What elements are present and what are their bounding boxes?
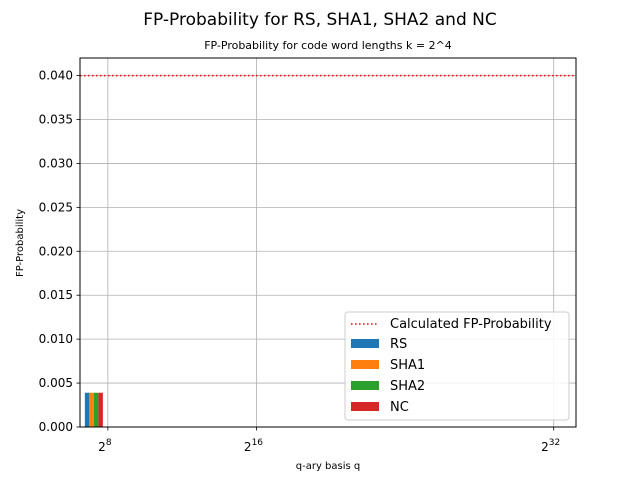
- legend-swatch-nc: [351, 402, 379, 411]
- bar-sha1: [89, 392, 94, 427]
- legend-swatch-sha2: [351, 381, 379, 390]
- y-tick-label: 0.000: [39, 420, 73, 434]
- legend-box: [344, 311, 570, 421]
- plot-frame: [79, 57, 577, 428]
- chart-subtitle: FP-Probability for code word lengths k =…: [204, 39, 452, 52]
- x-axis-ticks: 28 216 232: [98, 427, 560, 454]
- chart-title: FP-Probability for RS, SHA1, SHA2 and NC: [143, 10, 496, 30]
- legend-swatch-sha1: [351, 360, 379, 369]
- y-tick-label: 0.035: [39, 113, 73, 127]
- y-axis-ticks: 0.000 0.005 0.010 0.015 0.020 0.025 0.030 0.035…: [39, 69, 80, 434]
- x-tick-label: 232: [541, 438, 560, 454]
- y-tick-label: 0.005: [39, 376, 73, 390]
- legend: Calculated FP-Probability RS SHA1 SHA2 NC: [344, 311, 570, 421]
- bar-nc: [98, 392, 103, 427]
- legend-label-sha2: SHA2: [390, 379, 425, 394]
- x-axis-label: q-ary basis q: [296, 461, 361, 472]
- y-tick-label: 0.010: [39, 332, 73, 346]
- y-tick-label: 0.015: [39, 288, 73, 302]
- y-tick-label: 0.030: [39, 156, 73, 170]
- y-axis-label: FP-Probability: [15, 209, 26, 277]
- y-tick-label: 0.040: [39, 69, 73, 83]
- y-tick-label: 0.025: [39, 200, 73, 214]
- bar-sha2: [93, 392, 99, 427]
- legend-label-reference: Calculated FP-Probability: [390, 317, 552, 332]
- x-tick-label: 216: [244, 438, 263, 454]
- bar-rs: [84, 392, 90, 427]
- bars-layer: [84, 392, 103, 427]
- legend-label-sha1: SHA1: [390, 358, 425, 373]
- legend-label-rs: RS: [390, 337, 407, 352]
- legend-swatch-rs: [351, 339, 379, 348]
- legend-label-nc: NC: [390, 400, 409, 415]
- y-tick-label: 0.020: [39, 244, 73, 258]
- x-tick-label: 28: [98, 438, 112, 454]
